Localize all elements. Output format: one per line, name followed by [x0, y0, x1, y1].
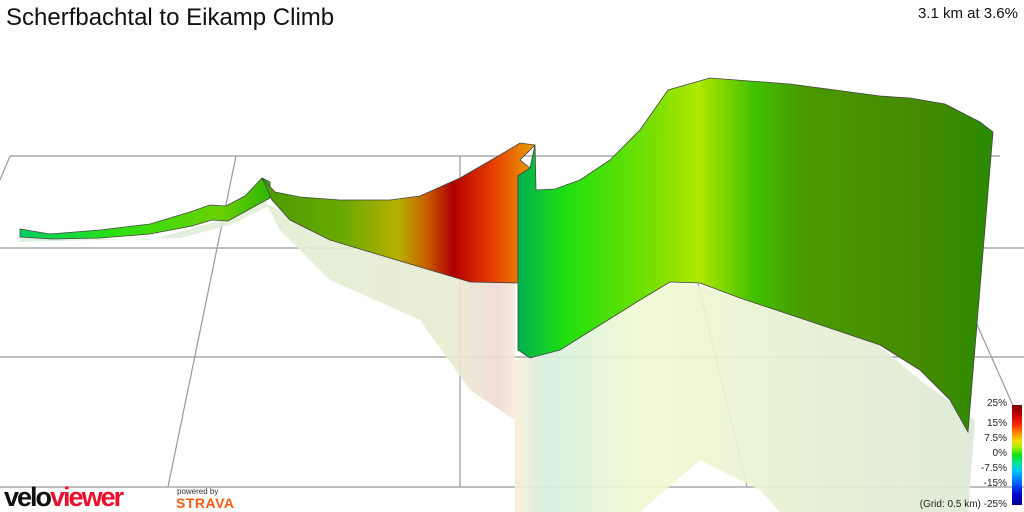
climb-summary: 3.1 km at 3.6% [917, 5, 1018, 22]
legend-label: 25% [986, 398, 1007, 409]
legend-label: -15% [983, 478, 1007, 489]
profile-segment-steep [261, 142, 536, 284]
logo-velo: velo [4, 482, 52, 512]
legend-label: 15% [986, 418, 1007, 429]
veloviewer-logo[interactable]: veloviewer [4, 482, 124, 512]
legend-label: -25% [983, 499, 1007, 510]
legend-label: 0% [992, 448, 1007, 459]
profile-segment-start [19, 177, 271, 240]
logo-viewer: viewer [50, 482, 124, 512]
legend-label: -7.5% [980, 463, 1007, 474]
page-title: Scherfbachtal to Eikamp Climb [6, 4, 335, 31]
profile-segment-main-climb [517, 77, 994, 434]
gradient-color-legend [1012, 405, 1022, 505]
grid-note-text: (Grid: 0.5 km) [919, 499, 981, 510]
strava-logo[interactable]: STRAVA [176, 495, 235, 511]
grid-scale-note: (Grid: 0.5 km) -25% [920, 499, 1007, 510]
powered-by-text: powered by [177, 487, 219, 496]
profile-shadow [20, 195, 975, 512]
legend-label: 7.5% [984, 433, 1007, 444]
